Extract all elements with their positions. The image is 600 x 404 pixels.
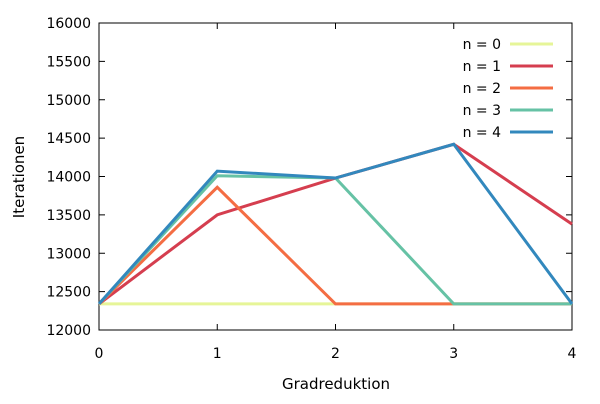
- y-tick-label: 16000: [46, 16, 91, 32]
- y-tick-label: 15500: [46, 54, 91, 70]
- series-line-4: [97, 142, 574, 305]
- y-tick-label: 15000: [46, 93, 91, 109]
- legend: n = 0 n = 1 n = 2 n = 3 n = 4: [463, 37, 553, 141]
- y-tick-label: 14000: [46, 170, 91, 186]
- axes: 12000 12500 13000 13500 14000 14500 15000 15500…: [46, 16, 576, 362]
- legend-label: n = 4: [463, 125, 502, 141]
- legend-label: n = 3: [463, 103, 501, 119]
- series-line-2: [97, 185, 572, 306]
- x-tick-label: 2: [331, 346, 340, 362]
- y-tick-label: 13000: [46, 246, 91, 262]
- x-tick-label: 3: [449, 346, 458, 362]
- legend-label: n = 2: [463, 81, 501, 97]
- legend-label: n = 1: [463, 59, 501, 75]
- y-tick-label: 13500: [46, 208, 91, 224]
- legend-label: n = 0: [463, 37, 501, 53]
- x-tick-label: 1: [213, 346, 222, 362]
- x-axis-label: Gradreduktion: [282, 375, 390, 393]
- y-tick-label: 12500: [46, 285, 91, 301]
- y-tick-label: 14500: [46, 131, 91, 147]
- x-tick-label: 0: [95, 346, 104, 362]
- series-lines: [97, 142, 574, 306]
- series-line-3: [97, 174, 572, 306]
- x-tick-label: 4: [568, 346, 577, 362]
- y-tick-label: 12000: [46, 323, 91, 339]
- y-axis-label: Iterationen: [10, 136, 28, 218]
